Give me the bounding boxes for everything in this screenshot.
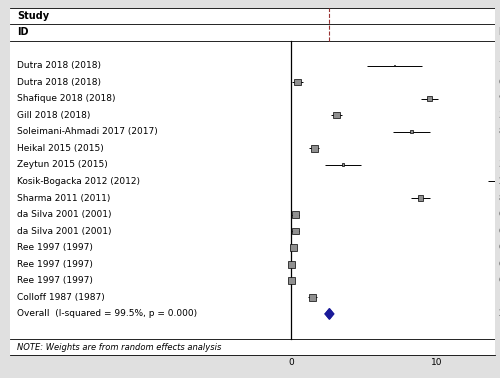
Bar	[342, 164, 344, 166]
Bar	[292, 211, 298, 218]
Bar	[292, 228, 298, 234]
Text: Sharma 2011 (2011): Sharma 2011 (2011)	[18, 194, 110, 203]
Text: Kosik-Bogacka 2012 (2012): Kosik-Bogacka 2012 (2012)	[18, 177, 140, 186]
Text: NOTE: Weights are from random effects analysis: NOTE: Weights are from random effects an…	[18, 342, 222, 352]
Bar	[427, 96, 432, 101]
Text: da Silva 2001 (2001): da Silva 2001 (2001)	[18, 227, 112, 235]
Text: Soleimani-Ahmadi 2017 (2017): Soleimani-Ahmadi 2017 (2017)	[18, 127, 158, 136]
Text: Ree 1997 (1997): Ree 1997 (1997)	[18, 260, 93, 269]
Text: da Silva 2001 (2001): da Silva 2001 (2001)	[18, 210, 112, 219]
Text: Overall  (I-squared = 99.5%, p = 0.000): Overall (I-squared = 99.5%, p = 0.000)	[18, 310, 198, 318]
Text: 10: 10	[431, 358, 442, 367]
Polygon shape	[325, 308, 334, 319]
Bar	[394, 65, 396, 67]
Bar	[410, 130, 412, 133]
Text: Ree 1997 (1997): Ree 1997 (1997)	[18, 276, 93, 285]
Bar	[294, 79, 300, 85]
Text: Zeytun 2015 (2015): Zeytun 2015 (2015)	[18, 160, 108, 169]
Bar	[290, 244, 297, 251]
Text: Colloff 1987 (1987): Colloff 1987 (1987)	[18, 293, 105, 302]
Text: Heikal 2015 (2015): Heikal 2015 (2015)	[18, 144, 104, 153]
Text: Ree 1997 (1997): Ree 1997 (1997)	[18, 243, 93, 252]
Text: Dutra 2018 (2018): Dutra 2018 (2018)	[18, 77, 102, 87]
Bar	[309, 294, 316, 301]
Text: Gill 2018 (2018): Gill 2018 (2018)	[18, 111, 90, 120]
Text: Dutra 2018 (2018): Dutra 2018 (2018)	[18, 61, 102, 70]
Text: Shafique 2018 (2018): Shafique 2018 (2018)	[18, 94, 116, 103]
Bar	[311, 145, 318, 152]
Bar	[418, 195, 424, 201]
Text: Study: Study	[18, 11, 50, 21]
Text: 0: 0	[288, 358, 294, 367]
Bar	[334, 112, 340, 118]
Text: ID: ID	[18, 27, 29, 37]
Bar	[288, 261, 296, 268]
Bar	[288, 277, 296, 284]
